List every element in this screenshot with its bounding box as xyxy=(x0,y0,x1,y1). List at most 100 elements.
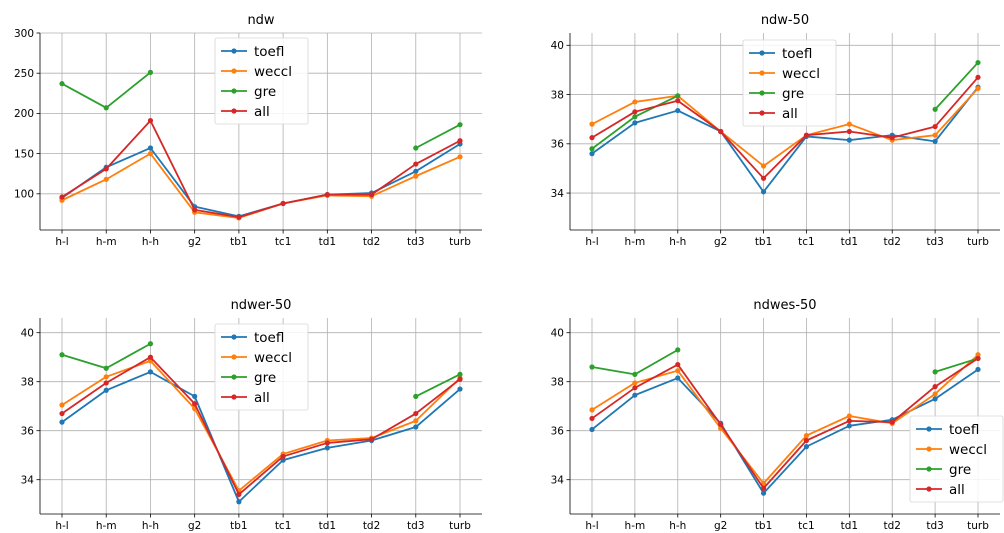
x-tick-label: tb1 xyxy=(230,520,247,532)
series-line xyxy=(591,76,979,180)
data-point xyxy=(236,491,242,497)
data-point xyxy=(103,166,109,172)
data-point xyxy=(846,413,852,419)
legend-marker xyxy=(759,110,765,116)
legend-marker xyxy=(926,446,932,452)
data-point xyxy=(803,433,810,439)
legend-marker xyxy=(231,108,237,114)
legend-label: toefl xyxy=(782,46,812,62)
data-point xyxy=(413,168,419,174)
data-point xyxy=(675,107,681,114)
data-point xyxy=(803,132,810,138)
data-point xyxy=(760,189,767,195)
data-point xyxy=(589,121,595,127)
data-point xyxy=(59,194,65,200)
y-tick-label: 36 xyxy=(21,426,35,438)
data-point xyxy=(59,419,65,425)
series-line xyxy=(61,143,461,218)
data-point xyxy=(280,200,286,207)
x-tick-label: td3 xyxy=(926,520,943,532)
x-tick-label: h-h xyxy=(142,236,159,248)
data-point xyxy=(413,393,419,399)
data-point xyxy=(846,423,852,429)
data-point xyxy=(147,118,154,124)
series-toefl xyxy=(59,369,463,505)
data-point xyxy=(975,59,981,66)
x-tick-label: tc1 xyxy=(798,520,815,532)
data-point xyxy=(59,352,65,358)
data-point xyxy=(192,393,198,399)
data-point xyxy=(147,341,154,347)
x-tick-label: tc1 xyxy=(275,520,292,532)
data-point xyxy=(457,371,463,377)
x-tick-label: h-m xyxy=(625,236,646,248)
x-tick-label: td2 xyxy=(363,520,380,532)
series-gre xyxy=(589,347,981,377)
chart-title: ndw-50 xyxy=(761,13,809,28)
data-point xyxy=(324,445,330,451)
y-tick-label: 38 xyxy=(21,377,34,389)
x-tick-label: h-l xyxy=(585,236,598,248)
y-tick-label: 250 xyxy=(14,68,34,80)
data-point xyxy=(760,480,767,486)
data-point xyxy=(413,145,419,151)
legend-label: gre xyxy=(949,462,971,478)
x-tick-label: td2 xyxy=(883,236,900,248)
legend-marker xyxy=(759,50,765,56)
legend-label: weccl xyxy=(254,350,292,366)
data-point xyxy=(147,145,154,151)
y-tick-label: 36 xyxy=(551,426,565,438)
data-point xyxy=(280,453,286,460)
legend-label: toefl xyxy=(254,44,284,60)
series-line xyxy=(61,152,461,219)
legend-label: all xyxy=(254,104,270,120)
data-point xyxy=(675,368,681,374)
data-point xyxy=(760,163,767,169)
data-point xyxy=(413,161,419,167)
data-point xyxy=(103,365,109,371)
x-tick-label: td1 xyxy=(319,520,336,532)
data-point xyxy=(103,374,109,380)
legend-label: weccl xyxy=(949,442,987,458)
series-line xyxy=(591,87,979,167)
data-point xyxy=(589,135,595,141)
subplot-3: h-l h-m h-h g2 tb1 tc1 td1 td2 td3 turb 34 36 38 40 nd… xyxy=(551,298,1004,532)
x-tick-label: g2 xyxy=(188,236,201,248)
data-point xyxy=(975,355,981,362)
y-tick-label: 36 xyxy=(551,139,565,151)
legend-label: gre xyxy=(782,86,804,102)
subplot-1: h-l h-m h-h g2 tb1 tc1 td1 td2 td3 turb 34 36 38 40 nd… xyxy=(551,13,1000,248)
data-point xyxy=(589,407,595,413)
data-point xyxy=(932,138,938,144)
data-point xyxy=(889,135,895,141)
legend-label: weccl xyxy=(782,66,820,82)
x-tick-label: tb1 xyxy=(230,236,247,248)
data-point xyxy=(59,402,65,408)
chart-title: ndw xyxy=(247,13,274,28)
x-tick-label: h-h xyxy=(142,520,159,532)
data-point xyxy=(192,401,198,407)
data-point xyxy=(975,74,981,80)
data-point xyxy=(589,151,595,157)
legend-marker xyxy=(231,334,237,340)
data-point xyxy=(236,214,242,220)
data-point xyxy=(632,120,638,126)
legend-label: all xyxy=(949,482,965,498)
series-line xyxy=(591,357,979,490)
x-tick-label: td2 xyxy=(883,520,900,532)
data-point xyxy=(675,98,681,104)
series-all xyxy=(59,118,463,220)
data-point xyxy=(760,490,767,496)
legend-label: toefl xyxy=(254,330,284,346)
subplot-2: h-l h-m h-h g2 tb1 tc1 td1 td2 td3 turb 34 36 38 40 nd… xyxy=(21,298,482,532)
data-point xyxy=(236,499,242,505)
data-point xyxy=(280,457,286,463)
x-tick-label: g2 xyxy=(714,236,727,248)
legend-marker xyxy=(759,90,765,96)
data-point xyxy=(368,192,375,198)
x-tick-label: td1 xyxy=(841,236,858,248)
x-tick-label: h-m xyxy=(96,520,117,532)
series-gre xyxy=(589,59,981,152)
data-point xyxy=(846,128,852,135)
series-line xyxy=(61,359,461,492)
